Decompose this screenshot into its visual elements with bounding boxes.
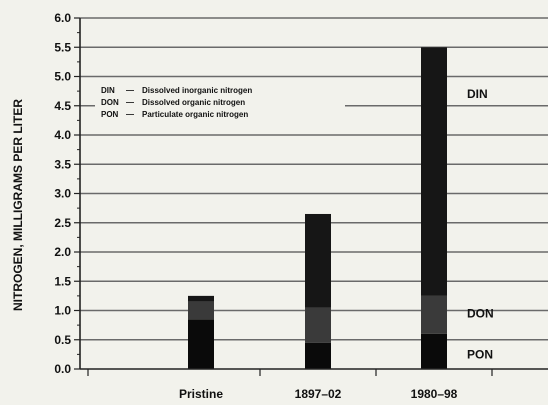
legend-sep-pon: — <box>126 110 134 119</box>
annotations: DIN DON PON <box>467 87 494 361</box>
bar-segment-pon <box>305 342 331 369</box>
y-tick-label: 5.0 <box>54 70 71 84</box>
annotation-label: PON <box>467 347 493 361</box>
legend-abbr-pon: PON <box>101 110 119 119</box>
y-axis-label: NITROGEN, MILLIGRAMS PER LITER <box>11 99 25 311</box>
x-tick-labels: Pristine 1897–02 1980–98 <box>179 387 458 401</box>
y-tick-label: 1.5 <box>54 274 71 288</box>
bar-segment-din <box>305 213 331 308</box>
axes <box>74 17 548 376</box>
y-tick-label: 5.5 <box>54 40 71 54</box>
x-tick-label: 1897–02 <box>295 387 342 401</box>
y-tick-label: 3.5 <box>54 157 71 171</box>
legend: DIN — Dissolved inorganic nitrogen DON —… <box>95 82 345 124</box>
y-tick-label: 0.5 <box>54 333 71 347</box>
bar-segment-pon <box>188 319 214 369</box>
y-tick-label: 4.0 <box>54 128 71 142</box>
annotation-label: DIN <box>467 87 488 101</box>
legend-sep-don: — <box>126 98 134 107</box>
bars <box>188 47 447 369</box>
legend-text-din: Dissolved inorganic nitrogen <box>142 86 252 95</box>
legend-text-pon: Particulate organic nitrogen <box>142 110 248 119</box>
y-tick-label: 0.0 <box>54 362 71 376</box>
y-tick-label: 6.0 <box>54 11 71 25</box>
y-tick-labels: 0.0 0.5 1.0 1.5 2.0 2.5 3.0 3.5 4.0 4.5 5.0 5.5 6.0 <box>54 11 71 376</box>
bar-segment-don <box>188 301 214 320</box>
annotation-label: DON <box>467 306 494 320</box>
y-tick-label: 1.0 <box>54 304 71 318</box>
bar-segment-pon <box>421 333 447 369</box>
y-tick-label: 3.0 <box>54 187 71 201</box>
bar-segment-don <box>421 295 447 334</box>
x-tick-label: Pristine <box>179 387 223 401</box>
y-tick-label: 2.0 <box>54 245 71 259</box>
bar-segment-din <box>421 47 447 296</box>
legend-box <box>95 82 345 124</box>
y-tick-label: 2.5 <box>54 216 71 230</box>
x-tick-label: 1980–98 <box>411 387 458 401</box>
legend-abbr-don: DON <box>101 98 119 107</box>
legend-sep-din: — <box>126 86 134 95</box>
bar-segment-don <box>305 307 331 343</box>
bar-segment-din <box>188 295 214 302</box>
legend-abbr-din: DIN <box>101 86 115 95</box>
y-tick-label: 4.5 <box>54 99 71 113</box>
legend-text-don: Dissolved organic nitrogen <box>142 98 245 107</box>
